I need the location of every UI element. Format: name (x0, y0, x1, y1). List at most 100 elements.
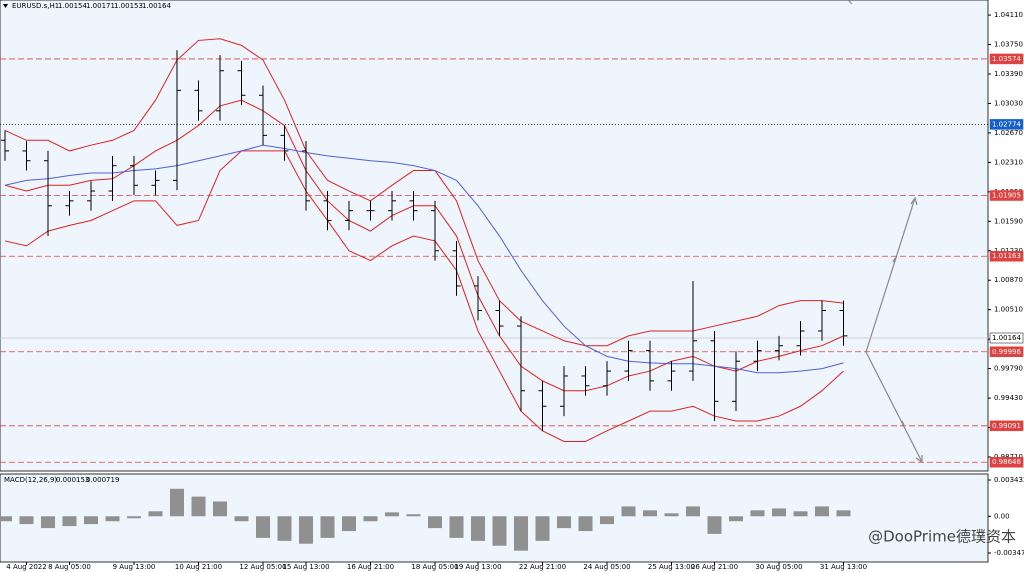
macd-bar (557, 516, 571, 529)
candle (151, 170, 160, 196)
level-label: 1.01163 (992, 252, 1021, 260)
macd-bar (406, 514, 421, 517)
candle (1, 130, 9, 161)
macd-bar (41, 516, 55, 529)
candle (710, 330, 719, 421)
candle (732, 351, 740, 412)
candle (130, 155, 138, 196)
level-label-box (989, 332, 1024, 344)
candle (667, 361, 676, 391)
macd-value: 0.000153 (56, 476, 89, 484)
x-tick-label: 8 Aug 05:00 (48, 563, 91, 571)
quote: 1.00153 (114, 2, 143, 10)
overlay-line (4, 144, 844, 374)
macd-bar (277, 516, 292, 541)
macd-bar (62, 516, 77, 527)
level-label: 0.99091 (992, 422, 1021, 430)
candle (775, 335, 783, 361)
candle (44, 150, 52, 237)
candle (216, 55, 224, 121)
x-tick-label: 18 Aug 05:00 (411, 563, 458, 571)
candle (409, 191, 418, 221)
candle (431, 200, 439, 261)
level-label-box (989, 119, 1024, 130)
macd-bar (213, 501, 227, 517)
macd-bar (514, 516, 528, 551)
macd-bar (256, 516, 270, 538)
macd-bar (578, 516, 593, 532)
candle (323, 191, 332, 231)
level-label: 1.03574 (992, 55, 1021, 63)
macd-bar (320, 516, 335, 538)
macd-bar (643, 510, 657, 517)
quote: 1.00171 (86, 2, 115, 10)
candle (689, 281, 697, 381)
macd-bar (729, 516, 743, 522)
macd-bar (836, 510, 851, 517)
macd-bar (600, 516, 614, 525)
quote: 1.00164 (142, 2, 171, 10)
scroll-marker (847, 0, 853, 5)
macd-bar (363, 516, 378, 522)
level-label: 1.02774 (992, 120, 1021, 128)
macd-bar (707, 516, 722, 534)
macd-bar (535, 516, 550, 541)
candle (646, 340, 654, 391)
level-label: 0.99996 (992, 348, 1021, 356)
candle (538, 380, 547, 431)
x-tick-label: 22 Aug 21:00 (519, 563, 566, 571)
x-tick-label: 26 Aug 21:00 (691, 563, 738, 571)
level-label: 1.01905 (992, 192, 1021, 200)
candle (603, 361, 611, 396)
candle (388, 191, 396, 221)
y-tick-label: 1.02310 (994, 158, 1023, 166)
y-tick-label: 1.03390 (994, 70, 1023, 78)
candle (280, 125, 289, 161)
macd-bar (686, 506, 700, 517)
level-label-box (989, 53, 1024, 65)
macd-bar (191, 496, 206, 517)
level-label-box (989, 190, 1024, 201)
x-tick-label: 19 Aug 13:00 (454, 563, 501, 571)
overlay-line (4, 99, 844, 392)
y-tick-label: 1.03030 (994, 99, 1023, 107)
candle (839, 300, 848, 346)
main-panel (0, 0, 989, 472)
macd-bar (385, 512, 399, 517)
candle (194, 80, 203, 121)
candle (108, 155, 117, 201)
macd-bar (471, 516, 485, 541)
macd-bar (449, 516, 464, 538)
y-tick-label: 1.01590 (994, 217, 1023, 225)
candle (87, 181, 95, 211)
candle (173, 50, 181, 191)
level-label-box (989, 420, 1024, 432)
y-tick-label: 0.00 (994, 512, 1010, 520)
macd-value: 0.000719 (86, 476, 119, 484)
macd-label: MACD(12,26,9) (4, 476, 57, 484)
x-tick-label: 4 Aug 2022 (6, 563, 46, 571)
y-tick-label: 1.03750 (994, 41, 1023, 49)
candle (495, 300, 504, 336)
candle (753, 340, 762, 372)
overlay-line (4, 38, 844, 347)
macd-bar (148, 511, 163, 517)
candle (796, 321, 805, 356)
y-tick-label: 1.04110 (994, 11, 1023, 19)
candle (22, 141, 31, 171)
trend-arrows (865, 196, 923, 464)
x-tick-label: 10 Aug 21:00 (175, 563, 222, 571)
overlay-line (4, 150, 844, 442)
candle (452, 240, 461, 296)
macd-bar (621, 506, 636, 517)
candle (65, 191, 74, 216)
macd-bar (664, 513, 679, 517)
macd-bar (19, 516, 34, 525)
macd-bar (234, 516, 249, 522)
level-label-box (989, 456, 1024, 468)
candle (624, 340, 633, 381)
level-label-box (989, 346, 1024, 358)
symbol: EURUSD.s,H1 (12, 2, 59, 10)
macd-bar (492, 516, 507, 546)
